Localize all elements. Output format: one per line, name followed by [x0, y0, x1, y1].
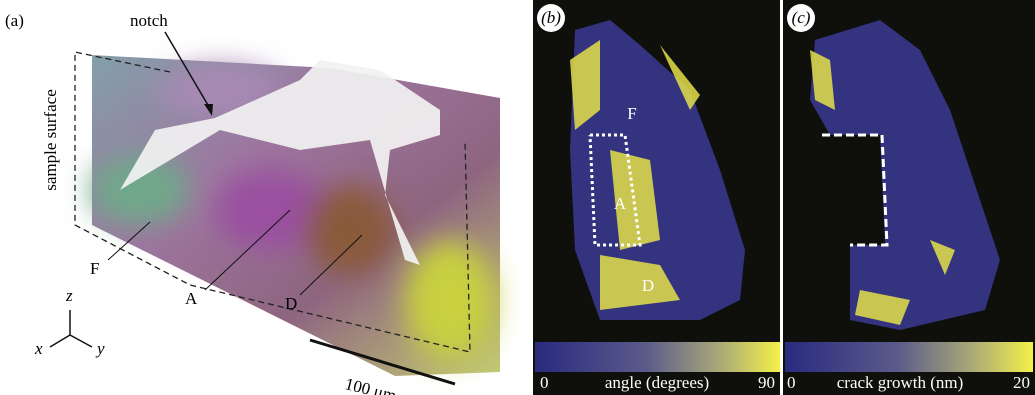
figure: (a) notch sample surface F A D x y z 100… — [0, 0, 1035, 395]
panel-b: (b) F A D 0 angle (degrees) 90 — [533, 0, 780, 395]
axis-label: z — [65, 286, 73, 305]
page: {"figure": {"panels": [ {"label": "(a)",… — [0, 0, 1035, 395]
colorbar — [535, 342, 780, 372]
grain-label: D — [285, 294, 297, 313]
y-axis — [70, 335, 92, 347]
panel-label: (b) — [541, 8, 561, 27]
colorbar-max: 90 — [758, 373, 775, 392]
axis-label: x — [34, 339, 43, 358]
notch-label: notch — [130, 11, 168, 30]
colorbar — [785, 342, 1033, 372]
x-axis — [50, 335, 70, 347]
scale-label: 100 μm — [343, 374, 398, 395]
grain — [405, 240, 495, 360]
axes-triad — [50, 310, 92, 347]
grain-label: F — [90, 259, 99, 278]
panel-label: (c) — [792, 8, 811, 27]
surface-label: sample surface — [41, 89, 60, 190]
body: (a) notch sample surface F A D x y z 100… — [0, 0, 1035, 395]
colorbar-max: 20 — [1013, 373, 1030, 392]
axis-label: y — [95, 339, 105, 358]
grain-label: D — [642, 276, 654, 295]
grain-label: A — [185, 289, 198, 308]
panel-label: (a) — [5, 11, 24, 30]
colorbar-title: crack growth (nm) — [837, 373, 964, 392]
grain-label: A — [614, 194, 627, 213]
grain-d — [305, 185, 395, 275]
colorbar-min: 0 — [540, 373, 549, 392]
colorbar-min: 0 — [787, 373, 796, 392]
grain-label: F — [627, 104, 636, 123]
panel-c: (c) 0 crack growth (nm) 20 — [783, 0, 1035, 395]
colorbar-title: angle (degrees) — [605, 373, 709, 392]
panel-a: (a) notch sample surface F A D x y z 100… — [5, 11, 500, 395]
